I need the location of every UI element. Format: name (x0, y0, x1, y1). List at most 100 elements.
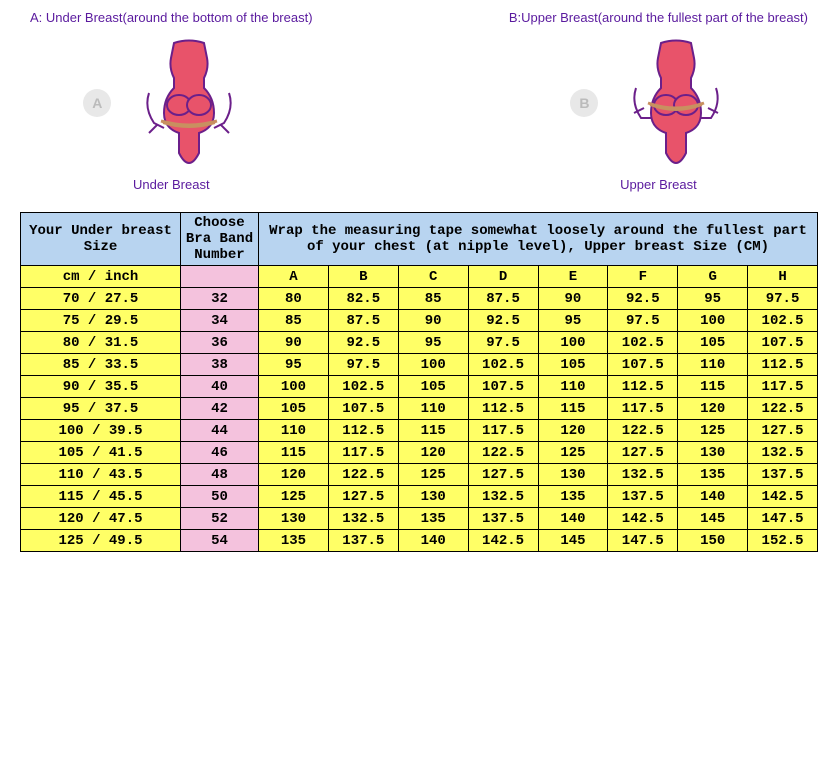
value-cell: 120 (538, 420, 608, 442)
table-row: 105 / 41.546115117.5120122.5125127.51301… (21, 442, 818, 464)
value-cell: 110 (259, 420, 329, 442)
band-cell: 44 (181, 420, 259, 442)
value-cell: 117.5 (748, 376, 818, 398)
value-cell: 97.5 (328, 354, 398, 376)
value-cell: 112.5 (608, 376, 678, 398)
value-cell: 110 (678, 354, 748, 376)
value-cell: 122.5 (608, 420, 678, 442)
upper-breast-figure-icon (606, 33, 746, 173)
cup-col: D (468, 266, 538, 288)
value-cell: 140 (538, 508, 608, 530)
page-container: A: Under Breast(around the bottom of the… (0, 0, 838, 572)
diagram-a-caption: Under Breast (133, 177, 210, 192)
value-cell: 142.5 (748, 486, 818, 508)
value-cell: 122.5 (328, 464, 398, 486)
diagram-a-row: A (83, 33, 259, 173)
value-cell: 82.5 (328, 288, 398, 310)
value-cell: 90 (398, 310, 468, 332)
value-cell: 105 (678, 332, 748, 354)
value-cell: 125 (398, 464, 468, 486)
value-cell: 105 (259, 398, 329, 420)
under-cell: 105 / 41.5 (21, 442, 181, 464)
value-cell: 137.5 (468, 508, 538, 530)
under-cell: 75 / 29.5 (21, 310, 181, 332)
value-cell: 145 (538, 530, 608, 552)
value-cell: 85 (259, 310, 329, 332)
cup-col: E (538, 266, 608, 288)
diagram-b-caption: Upper Breast (620, 177, 697, 192)
subheader-band-blank (181, 266, 259, 288)
band-cell: 52 (181, 508, 259, 530)
diagram-section: A: Under Breast(around the bottom of the… (20, 10, 818, 192)
value-cell: 145 (678, 508, 748, 530)
value-cell: 117.5 (468, 420, 538, 442)
value-cell: 127.5 (468, 464, 538, 486)
value-cell: 140 (398, 530, 468, 552)
value-cell: 90 (538, 288, 608, 310)
value-cell: 105 (538, 354, 608, 376)
value-cell: 115 (398, 420, 468, 442)
value-cell: 97.5 (608, 310, 678, 332)
diagram-b-title: B:Upper Breast(around the fullest part o… (509, 10, 808, 25)
size-table: Your Under breast Size Choose Bra Band N… (20, 212, 818, 552)
header-upper: Wrap the measuring tape somewhat loosely… (259, 213, 818, 266)
table-row: 125 / 49.554135137.5140142.5145147.51501… (21, 530, 818, 552)
table-row: 90 / 35.540100102.5105107.5110112.511511… (21, 376, 818, 398)
cup-col: F (608, 266, 678, 288)
band-cell: 36 (181, 332, 259, 354)
value-cell: 112.5 (328, 420, 398, 442)
subheader-under: cm / inch (21, 266, 181, 288)
under-cell: 120 / 47.5 (21, 508, 181, 530)
value-cell: 92.5 (468, 310, 538, 332)
value-cell: 125 (538, 442, 608, 464)
band-cell: 48 (181, 464, 259, 486)
value-cell: 125 (259, 486, 329, 508)
value-cell: 85 (398, 288, 468, 310)
table-body: 70 / 27.5328082.58587.59092.59597.575 / … (21, 288, 818, 552)
band-cell: 34 (181, 310, 259, 332)
value-cell: 147.5 (608, 530, 678, 552)
value-cell: 100 (538, 332, 608, 354)
diagram-b-row: B (570, 33, 746, 173)
cup-col: C (398, 266, 468, 288)
value-cell: 117.5 (608, 398, 678, 420)
value-cell: 135 (538, 486, 608, 508)
value-cell: 80 (259, 288, 329, 310)
value-cell: 132.5 (748, 442, 818, 464)
table-row: 100 / 39.544110112.5115117.5120122.51251… (21, 420, 818, 442)
header-band: Choose Bra Band Number (181, 213, 259, 266)
value-cell: 115 (259, 442, 329, 464)
under-cell: 90 / 35.5 (21, 376, 181, 398)
value-cell: 107.5 (608, 354, 678, 376)
under-cell: 110 / 43.5 (21, 464, 181, 486)
value-cell: 110 (538, 376, 608, 398)
value-cell: 132.5 (468, 486, 538, 508)
under-breast-figure-icon (119, 33, 259, 173)
under-cell: 70 / 27.5 (21, 288, 181, 310)
value-cell: 125 (678, 420, 748, 442)
band-cell: 32 (181, 288, 259, 310)
value-cell: 115 (538, 398, 608, 420)
value-cell: 87.5 (468, 288, 538, 310)
band-cell: 40 (181, 376, 259, 398)
badge-a-icon: A (83, 89, 111, 117)
value-cell: 120 (678, 398, 748, 420)
value-cell: 127.5 (608, 442, 678, 464)
value-cell: 140 (678, 486, 748, 508)
value-cell: 95 (259, 354, 329, 376)
value-cell: 102.5 (468, 354, 538, 376)
band-cell: 38 (181, 354, 259, 376)
cup-col: A (259, 266, 329, 288)
value-cell: 122.5 (468, 442, 538, 464)
table-row: 110 / 43.548120122.5125127.5130132.51351… (21, 464, 818, 486)
under-cell: 125 / 49.5 (21, 530, 181, 552)
value-cell: 135 (398, 508, 468, 530)
value-cell: 152.5 (748, 530, 818, 552)
value-cell: 130 (259, 508, 329, 530)
value-cell: 100 (398, 354, 468, 376)
value-cell: 97.5 (468, 332, 538, 354)
cup-col: H (748, 266, 818, 288)
table-row: 115 / 45.550125127.5130132.5135137.51401… (21, 486, 818, 508)
value-cell: 100 (678, 310, 748, 332)
band-cell: 42 (181, 398, 259, 420)
